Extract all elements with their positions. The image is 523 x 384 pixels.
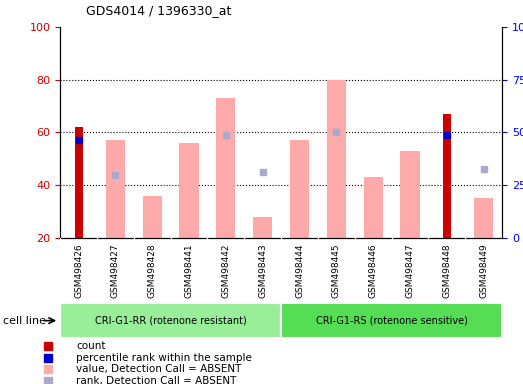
Bar xyxy=(443,114,451,238)
Bar xyxy=(401,151,419,238)
Bar xyxy=(179,143,199,238)
Text: GSM498442: GSM498442 xyxy=(221,243,230,298)
Text: GSM498449: GSM498449 xyxy=(479,243,488,298)
Text: GSM498446: GSM498446 xyxy=(369,243,378,298)
Text: cell line: cell line xyxy=(3,316,46,326)
Text: GSM498428: GSM498428 xyxy=(147,243,157,298)
Bar xyxy=(217,98,235,238)
Bar xyxy=(290,141,309,238)
Text: GSM498444: GSM498444 xyxy=(295,243,304,298)
Bar xyxy=(253,217,272,238)
Text: GDS4014 / 1396330_at: GDS4014 / 1396330_at xyxy=(86,4,232,17)
Text: GSM498448: GSM498448 xyxy=(442,243,451,298)
Bar xyxy=(363,177,383,238)
Bar xyxy=(474,199,493,238)
Text: GSM498447: GSM498447 xyxy=(405,243,415,298)
Text: rank, Detection Call = ABSENT: rank, Detection Call = ABSENT xyxy=(76,376,236,384)
Bar xyxy=(60,303,281,338)
Text: percentile rank within the sample: percentile rank within the sample xyxy=(76,353,252,363)
Text: CRI-G1-RR (rotenone resistant): CRI-G1-RR (rotenone resistant) xyxy=(95,316,246,326)
Bar xyxy=(143,196,162,238)
Bar xyxy=(327,79,346,238)
Bar xyxy=(281,303,502,338)
Text: count: count xyxy=(76,341,106,351)
Text: GSM498441: GSM498441 xyxy=(185,243,194,298)
Bar xyxy=(106,141,125,238)
Text: GSM498427: GSM498427 xyxy=(111,243,120,298)
Text: GSM498445: GSM498445 xyxy=(332,243,341,298)
Text: GSM498443: GSM498443 xyxy=(258,243,267,298)
Text: CRI-G1-RS (rotenone sensitive): CRI-G1-RS (rotenone sensitive) xyxy=(316,316,468,326)
Bar xyxy=(74,127,83,238)
Text: GSM498426: GSM498426 xyxy=(74,243,83,298)
Text: value, Detection Call = ABSENT: value, Detection Call = ABSENT xyxy=(76,364,242,374)
